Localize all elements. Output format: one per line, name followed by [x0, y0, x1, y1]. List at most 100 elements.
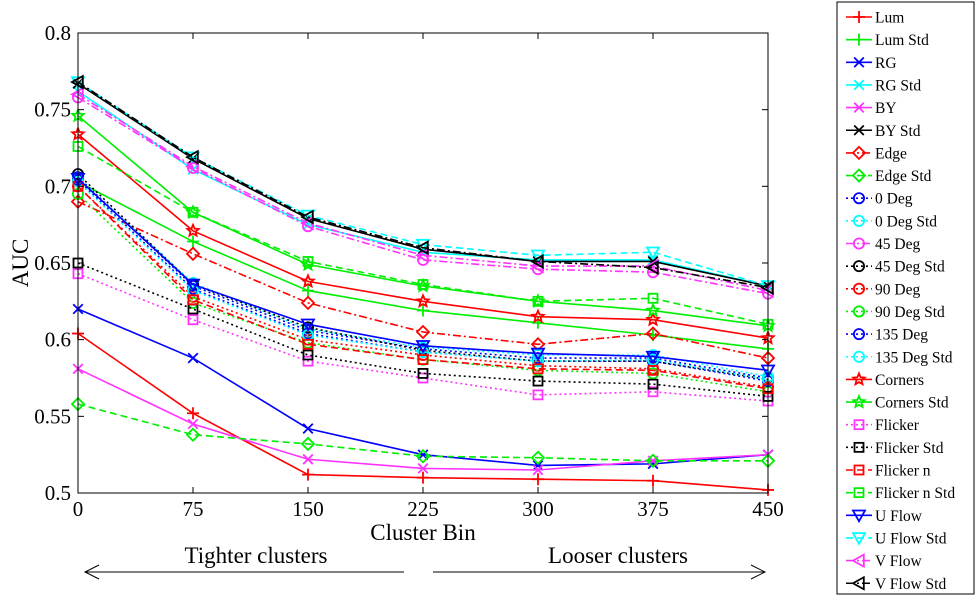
data-point-flicker-n [187, 294, 199, 306]
legend-label: 135 Deg Std [875, 349, 953, 366]
data-point-lum-std [302, 284, 314, 297]
legend-item-rg: RG [846, 55, 897, 72]
data-point-by [417, 463, 429, 474]
data-point-135-deg-std [532, 355, 545, 368]
x-tick-label: 375 [637, 497, 669, 521]
data-point-edge-std [415, 448, 431, 464]
legend-label: Flicker [875, 417, 920, 434]
data-point-v-flow-std [300, 209, 314, 225]
legend-label: 135 Deg [875, 327, 928, 344]
data-point-u-flow [300, 318, 316, 333]
legend: Lum Lum Std RG RG Std BY BY Std Edge Edge Std 0 … [846, 10, 955, 593]
legend-marker [853, 282, 866, 295]
y-tick-label: 0.5 [45, 481, 71, 505]
legend-item-flicker-n: Flicker n [846, 463, 931, 480]
legend-marker [851, 168, 867, 183]
legend-label: 0 Deg Std [875, 213, 937, 230]
legend-marker [851, 553, 865, 569]
data-point-flicker-n-std [647, 292, 659, 304]
data-point-135-deg-std [416, 345, 429, 358]
legend-item-90-deg: 90 Deg [846, 281, 920, 298]
data-point-v-flow [415, 247, 429, 263]
data-point-edge-std [185, 427, 201, 443]
legend-item-lum: Lum [846, 10, 904, 27]
legend-label: 0 Deg [875, 191, 913, 208]
legend-item-v-flow: V Flow [846, 553, 922, 570]
data-point-flicker-n [302, 338, 314, 350]
data-point-v-flow-std [415, 240, 429, 256]
tighter-clusters-label: Tighter clusters [185, 543, 328, 568]
legend-marker [853, 192, 866, 205]
data-point-edge-std [300, 436, 316, 452]
x-tick-label: 75 [183, 497, 204, 521]
legend-label: 90 Deg Std [875, 304, 945, 321]
data-point-lum [417, 471, 429, 484]
x-axis-label: Cluster Bin [370, 520, 476, 545]
series-line-edge [77, 200, 769, 359]
tighter-arrow [83, 564, 404, 580]
x-tick-label: 225 [407, 497, 439, 521]
y-tick-label: 0.65 [34, 251, 71, 275]
legend-item-0-deg: 0 Deg [846, 191, 913, 208]
legend-box [836, 1, 975, 595]
data-point-edge [415, 324, 431, 340]
legend-item-by: BY [846, 100, 897, 117]
data-point-u-flow-std [185, 151, 201, 166]
data-point-rg [302, 423, 314, 435]
y-tick-label: 0.8 [45, 21, 71, 45]
x-tick-label: 150 [292, 497, 324, 521]
data-point-lum-std [417, 304, 429, 317]
data-point-flicker-n-std [417, 279, 429, 290]
y-tick-label: 0.75 [34, 98, 71, 122]
y-axis-label: AUC [8, 239, 33, 288]
data-point-v-flow-std [530, 253, 544, 269]
data-point-lum [532, 473, 544, 486]
data-point-flicker-std [302, 349, 314, 361]
legend-label: Corners Std [875, 395, 949, 412]
axes-layer: 0 75 150 225 300 375 450 0.5 0.55 0.6 0.65 0.7 0.75 0… [34, 21, 784, 521]
legend-label: RG [875, 55, 897, 72]
series-line-v-flow [77, 93, 769, 292]
legend-item-flicker-n-std: Flicker n Std [846, 485, 955, 502]
x-tick-label: 300 [522, 497, 554, 521]
data-point-flicker-n [647, 364, 659, 376]
data-point-v-flow-std [70, 74, 84, 90]
data-point-corners-std [645, 302, 661, 318]
data-point-flicker-std [647, 378, 659, 390]
data-point-u-flow [530, 347, 546, 362]
legend-marker [853, 79, 865, 91]
legend-marker [853, 350, 866, 363]
legend-marker [853, 419, 865, 431]
y-tick-label: 0.55 [34, 404, 71, 428]
legend-item-rg-std: RG Std [846, 77, 921, 94]
legend-label: Edge [875, 145, 907, 162]
legend-marker [853, 441, 865, 453]
data-point-flicker-n-std [302, 256, 314, 267]
data-point-v-flow [185, 158, 199, 174]
data-point-corners [530, 308, 546, 324]
legend-item-corners: Corners [846, 371, 924, 389]
legend-marker [853, 328, 866, 341]
data-point-lum [187, 407, 199, 420]
legend-marker [853, 237, 866, 250]
legend-marker [853, 102, 865, 114]
legend-label: V Flow Std [875, 576, 946, 593]
legend-item-135-deg: 135 Deg [846, 327, 928, 344]
data-point-45-deg-std [301, 321, 314, 334]
data-point-flicker-n-std [187, 206, 199, 218]
x-tick-label: 0 [73, 497, 84, 521]
legend-label: 45 Deg Std [875, 259, 945, 276]
data-point-flicker [647, 386, 659, 398]
series-line-v-flow-std [77, 81, 769, 289]
legend-marker [851, 371, 867, 387]
legend-item-u-flow-std: U Flow Std [846, 530, 947, 547]
data-point-by [187, 418, 199, 430]
legend-marker [851, 393, 867, 409]
legend-marker [851, 145, 867, 161]
legend-marker [853, 124, 865, 136]
legend-item-lum-std: Lum Std [846, 32, 929, 49]
legend-item-45-deg-std: 45 Deg Std [846, 259, 945, 276]
legend-item-flicker-std: Flicker Std [846, 440, 944, 457]
series-line-flicker-n-std [77, 145, 769, 326]
series-line-u-flow-std [77, 81, 769, 287]
